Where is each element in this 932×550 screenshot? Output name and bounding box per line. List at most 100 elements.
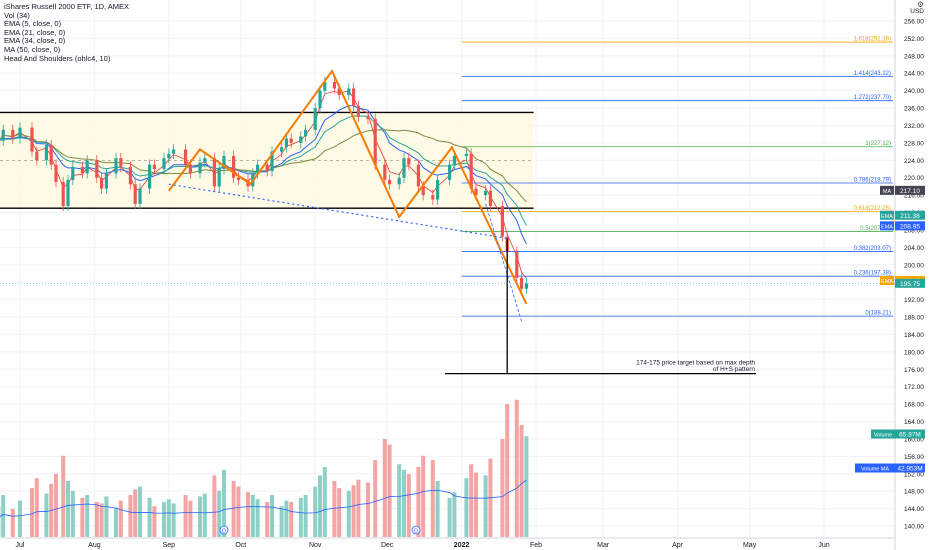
- volume-tag-name-box: [871, 429, 895, 439]
- volume-bar: [397, 464, 402, 537]
- volume-bar: [99, 503, 104, 537]
- volume-bar: [231, 481, 236, 537]
- candle-body: [352, 88, 356, 106]
- volume-bar: [430, 460, 435, 537]
- volume-bar: [18, 500, 22, 537]
- volume-bar: [94, 502, 99, 537]
- candle-body: [323, 81, 327, 91]
- volume-bar: [373, 460, 378, 537]
- volume-bar: [222, 469, 226, 537]
- fib-level-label: 0(188.21): [865, 311, 891, 317]
- settings-icon[interactable]: ⚙: [916, 0, 924, 9]
- volume-bar: [469, 464, 474, 537]
- volume-bar: [104, 496, 109, 537]
- volume-bar: [114, 507, 118, 537]
- volume-bar: [183, 495, 188, 537]
- volume-tag-name: Volume MA: [861, 467, 889, 473]
- candle-body: [35, 151, 39, 161]
- price-tag-box: [895, 185, 925, 195]
- candle-body: [280, 147, 284, 152]
- candle-body: [11, 129, 15, 139]
- y-tick-label: 248.00: [904, 53, 924, 60]
- candle-body: [484, 190, 488, 196]
- candle-body: [332, 81, 336, 89]
- price-tag-box: [895, 278, 925, 288]
- volume-tag-value: 42.953M: [897, 466, 922, 473]
- price-tag-name: MA: [883, 189, 892, 195]
- volume-bar: [402, 469, 406, 537]
- projection-line: [485, 203, 522, 322]
- x-tick-label: Jun: [818, 542, 829, 549]
- volume-bar: [270, 495, 274, 537]
- volume-bar: [34, 478, 39, 537]
- candle-body: [172, 149, 176, 154]
- candle-body: [152, 164, 156, 170]
- y-tick-label: 204.00: [904, 245, 924, 252]
- candle-body: [299, 136, 303, 143]
- volume-bar: [298, 497, 303, 537]
- y-tick-label: 152.00: [904, 471, 924, 478]
- volume-bar: [435, 481, 440, 537]
- volume-bar: [519, 425, 524, 537]
- head-shoulders-pattern: [168, 69, 528, 305]
- candle-body: [407, 158, 411, 165]
- candle-body: [222, 155, 226, 170]
- dividend-marker-label: D: [222, 529, 226, 535]
- y-tick-label: 184.00: [904, 332, 924, 339]
- y-tick-label: 144.00: [904, 506, 924, 513]
- volume-bar: [447, 497, 452, 537]
- volume-bar: [382, 439, 387, 537]
- candle-body: [18, 127, 22, 139]
- candle-body: [452, 155, 456, 165]
- price-tag-box: [895, 210, 925, 220]
- target-annotation-line1: 174-175 price target based on max depth: [636, 360, 755, 367]
- volume-bar: [188, 500, 193, 537]
- y-tick-label: 252.00: [904, 36, 924, 43]
- volume-bar: [474, 472, 478, 537]
- x-tick-label: May: [743, 542, 757, 549]
- volume-bar: [70, 490, 75, 537]
- x-tick-label: Apr: [672, 542, 684, 549]
- y-tick-label: 256.00: [904, 19, 924, 26]
- y-tick-label: 200.00: [904, 262, 924, 269]
- fib-level-label: 1(227.12): [865, 141, 891, 147]
- dividend-marker: [219, 525, 229, 535]
- legend-ema34: EMA (34, close, 0): [4, 36, 66, 46]
- volume-bar: [147, 497, 152, 537]
- price-tag-value: 208.95: [900, 223, 920, 230]
- price-tag-name: EMA: [881, 224, 893, 230]
- candle-body: [104, 173, 108, 189]
- volume-bar: [284, 500, 289, 537]
- volume-bar: [118, 500, 123, 537]
- volume-bar: [514, 399, 519, 537]
- candle-body: [373, 118, 377, 165]
- candle-body: [66, 179, 70, 207]
- candle-body: [236, 177, 240, 180]
- x-tick-label: 2022: [454, 542, 470, 549]
- volume-bar: [346, 490, 351, 537]
- y-tick-label: 140.00: [904, 524, 924, 531]
- volume-bar: [464, 478, 469, 537]
- candle-body: [500, 206, 504, 237]
- volume-bar: [80, 497, 85, 537]
- candle-body: [366, 116, 370, 119]
- candle-body: [1, 129, 5, 141]
- candle-body: [71, 166, 75, 180]
- y-tick-label: 228.00: [904, 140, 924, 147]
- volume-bar: [162, 502, 166, 537]
- volume-bar: [416, 467, 421, 537]
- candle-body: [520, 277, 524, 289]
- volume-bar: [30, 488, 34, 537]
- fib-level-label: 0.236(197.38): [854, 271, 891, 277]
- candle-body: [448, 164, 452, 180]
- volume-bar: [337, 488, 342, 537]
- price-tag-name-box: [880, 210, 894, 220]
- x-tick-label: Sep: [163, 542, 176, 549]
- price-tag-box: [895, 221, 925, 231]
- y-tick-label: 168.00: [904, 402, 924, 409]
- volume-tag-box: [895, 429, 925, 439]
- x-tick-label: Nov: [309, 542, 322, 549]
- volume-ma-line: [0, 479, 527, 518]
- volume-bar: [500, 439, 505, 537]
